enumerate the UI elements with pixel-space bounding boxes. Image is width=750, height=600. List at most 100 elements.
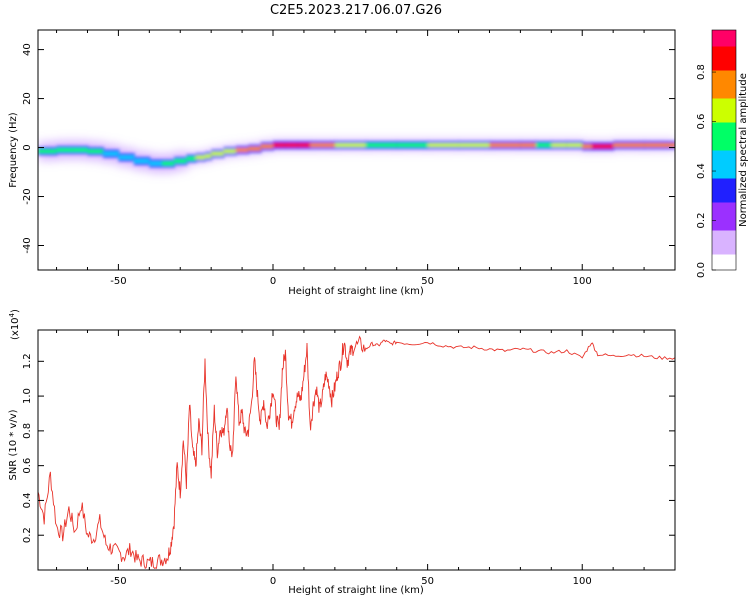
colorbar-cell: [712, 62, 736, 67]
spectral-ridge-segment: [204, 154, 213, 159]
colorbar-frame: [711, 29, 737, 271]
colorbar-cell: [712, 54, 736, 59]
spectrogram-ytick-label: 20: [22, 92, 33, 105]
colorbar-cell: [712, 58, 736, 63]
spectral-ridge-segment: [551, 143, 568, 148]
colorbar-cell: [712, 218, 736, 223]
spectral-ridge-segment: [38, 149, 58, 154]
spectrogram-axes-frame: [37, 29, 676, 271]
colorbar-cell: [712, 262, 736, 267]
snr-series-line: [38, 335, 675, 570]
colorbar-cell: [712, 158, 736, 163]
spectrogram-xtick-label: -50: [110, 276, 126, 287]
snr-xtick-label: 50: [421, 576, 434, 587]
spectral-ridge: [38, 141, 675, 168]
colorbar-cell: [712, 102, 736, 107]
spectral-ridge-segment: [520, 143, 537, 148]
spectral-ridge-segment: [87, 149, 104, 154]
snr-ytick-label: 0.6: [22, 458, 33, 474]
spectral-ridge-segment: [102, 151, 120, 156]
snr-xlabel: Height of straight line (km): [288, 585, 424, 596]
spectral-ridge-segment: [195, 155, 206, 160]
spectral-ridge-segment: [489, 143, 522, 148]
colorbar-cell: [712, 162, 736, 167]
snr-ytick-label: 0.2: [22, 527, 33, 543]
colorbar-cell: [712, 182, 736, 187]
spectral-ridge-segment: [223, 149, 237, 154]
colorbar-cell: [712, 70, 736, 75]
spectral-ridge-segment: [161, 161, 176, 166]
colorbar-cell: [712, 242, 736, 247]
spectral-ridge-segment: [613, 143, 646, 148]
colorbar-cell: [712, 250, 736, 255]
colorbar-cell: [712, 98, 736, 103]
snr-axes-frame: [37, 329, 676, 571]
spectral-ridge-segment: [644, 143, 675, 148]
colorbar-cell: [712, 126, 736, 131]
colorbar-tick-label: 0.2: [696, 213, 707, 229]
spectrogram-panel: -50 0 50 100 -40 -20 0 20 40 Height of straight …: [8, 29, 676, 297]
svg-text:(x104): (x104): [8, 309, 21, 340]
spectral-ridge-segment: [273, 143, 287, 148]
colorbar-cell: [712, 154, 736, 159]
colorbar-cell: [712, 90, 736, 95]
snr-plot-area: [38, 335, 675, 570]
colorbar-tick-label: 0.8: [696, 64, 707, 80]
spectral-ridge-segment: [149, 161, 163, 166]
spectral-ridge-segment: [566, 143, 584, 148]
colorbar-cell: [712, 194, 736, 199]
colorbar-cell: [712, 142, 736, 147]
colorbar-tick-label: 0.0: [696, 262, 707, 278]
colorbar-cell: [712, 246, 736, 251]
colorbar-cell: [712, 82, 736, 87]
spectral-ridge-segment: [72, 148, 89, 152]
colorbar-cell: [712, 234, 736, 239]
spectral-ridge-segment: [56, 148, 74, 152]
colorbar-cell: [712, 198, 736, 203]
spectral-ridge-segment: [310, 143, 336, 148]
snr-panel: -50 0 50 100 0.2 0.4 0.6 0.8 1.0 1.2 Height of st…: [8, 309, 676, 596]
spectral-ridge-segment: [285, 143, 299, 148]
spectral-ridge-segment: [297, 143, 312, 148]
snr-xtick-label: 0: [270, 576, 276, 587]
spectrogram-xtick-label: 50: [421, 276, 434, 287]
colorbar-cell: [712, 118, 736, 123]
colorbar-cell: [712, 110, 736, 115]
spectral-ridge-segment: [248, 146, 262, 151]
spectral-ridge-segment: [591, 144, 615, 149]
spectral-ridge-segment: [174, 159, 188, 164]
snr-ylabel: SNR (10 * v/v): [8, 409, 19, 480]
colorbar-cell: [712, 50, 736, 55]
colorbar-cell: [712, 226, 736, 231]
colorbar-cell: [712, 230, 736, 235]
snr-ytick-label: 1.2: [22, 353, 33, 369]
colorbar-cell: [712, 30, 736, 35]
colorbar-cell: [712, 166, 736, 171]
spectral-ridge-segment: [133, 159, 151, 164]
colorbar-cell: [712, 130, 736, 135]
colorbar-cell: [712, 214, 736, 219]
figure-title: C2E5.2023.217.06.07.G26: [270, 3, 442, 18]
colorbar-gradient: [712, 30, 736, 271]
colorbar-cell: [712, 254, 736, 259]
colorbar-cell: [712, 114, 736, 119]
spectral-ridge-segment: [458, 143, 491, 148]
colorbar-cell: [712, 210, 736, 215]
colorbar-cell: [712, 202, 736, 207]
spectral-ridge-segment: [260, 144, 275, 149]
colorbar-label: Normalized spectral amplitude: [738, 73, 749, 227]
snr-ytick-label: 1.0: [22, 388, 33, 404]
spectral-ridge-segment: [334, 143, 367, 148]
colorbar-tick-label: 0.6: [696, 114, 707, 130]
colorbar-cell: [712, 106, 736, 111]
spectrogram-ticks: -50 0 50 100 -40 -20 0 20 40: [22, 30, 676, 287]
colorbar: 0.0 0.2 0.4 0.6 0.8 Normalized spectral ampl…: [696, 29, 749, 278]
spectrogram-ylabel: Frequency (Hz): [8, 112, 19, 188]
colorbar-cell: [712, 258, 736, 263]
colorbar-cell: [712, 78, 736, 83]
spectral-ridge-segment: [582, 144, 593, 149]
colorbar-cell: [712, 238, 736, 243]
spectrogram-ytick-label: -40: [22, 237, 33, 253]
colorbar-cell: [712, 66, 736, 71]
colorbar-cell: [712, 46, 736, 51]
